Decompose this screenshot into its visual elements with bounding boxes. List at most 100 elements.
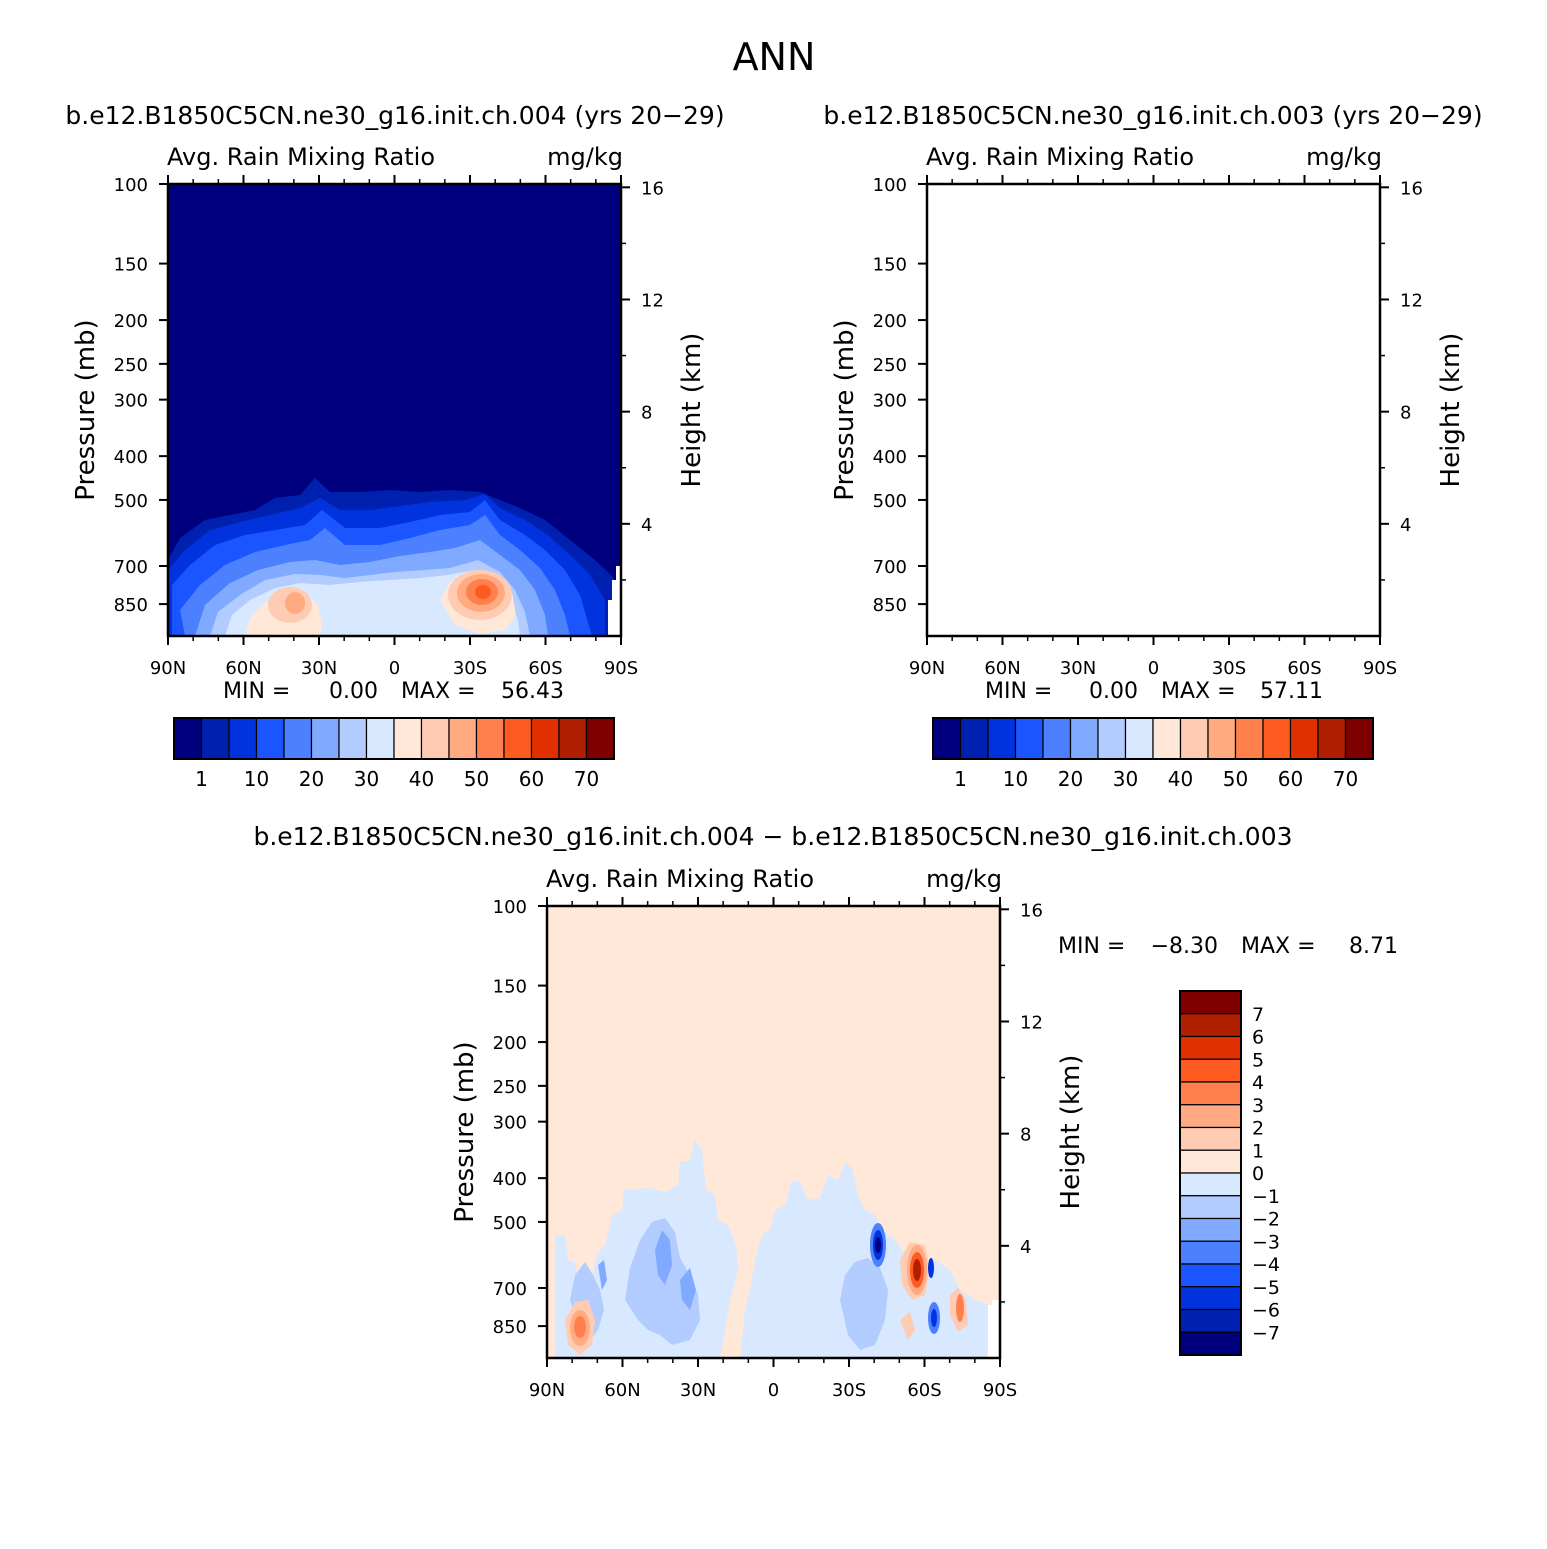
panel-b-colorbar-swatch [1289, 717, 1319, 760]
panel-diff-colorbar-swatch [1179, 1240, 1242, 1265]
panel-a-ytick-right-label: 12 [641, 290, 664, 311]
panel-b-min-label: MIN = [985, 679, 1052, 704]
panel-diff-negative-region-8 [598, 1260, 607, 1290]
panel-b-colorbar-label: 1 [954, 767, 967, 791]
panel-b-units: mg/kg [1306, 143, 1382, 171]
panel-a: b.e12.B1850C5CN.ne30_g16.init.ch.004 (yr… [65, 101, 724, 791]
panel-diff-colorbar-swatch [1179, 1081, 1242, 1106]
panel-diff-colorbar-label: −6 [1252, 1300, 1280, 1322]
panel-a-peak-nh-2 [285, 592, 305, 614]
panel-diff-negative-region-4 [625, 1218, 700, 1345]
panel-b-ytick-label: 100 [873, 175, 907, 196]
panel-diff-colorbar-swatch [1179, 1126, 1242, 1151]
panel-b-colorbar-swatch [987, 717, 1017, 760]
panel-a-colorbar-swatch [420, 717, 450, 760]
panel-b-ytick-right-label: 16 [1400, 178, 1423, 199]
panel-b-peak-sh-2 [1216, 572, 1264, 610]
panel-a-ytick-right-label: 8 [641, 403, 652, 424]
panel-diff-peak-negative-sh-5 [931, 1309, 937, 1327]
panel-diff-colorbar-label: 7 [1252, 1004, 1264, 1026]
panel-b-background [927, 184, 1380, 636]
panel-diff-ytick-right-label: 8 [1020, 1125, 1031, 1146]
panel-b-peak-sh-3 [1225, 577, 1257, 603]
panel-a-colorbar-label: 10 [244, 767, 269, 791]
panel-b-max-value: 57.11 [1260, 679, 1323, 704]
panel-b-colorbar-swatch [1207, 717, 1237, 760]
panel-diff-colorbar-swatch [1179, 1104, 1242, 1129]
panel-a-colorbar-swatch [530, 717, 560, 760]
panel-a-max-label: MAX = [401, 679, 476, 704]
panel-diff-colorbar-swatch [1179, 1286, 1242, 1311]
panel-diff-xtick-label: 90S [983, 1380, 1017, 1401]
panel-diff-ytick-label: 250 [493, 1077, 527, 1098]
panel-diff-colorbar-swatch [1179, 1195, 1242, 1220]
panel-b-colorbar-swatch [1042, 717, 1072, 760]
panel-a-ylabel-right: Height (km) [677, 333, 707, 488]
panel-a-colorbar-label: 1 [195, 767, 208, 791]
panel-b-xtick-label: 60S [1287, 658, 1321, 679]
panel-diff-colorbar-swatch [1179, 1308, 1242, 1333]
panel-a-ground [608, 566, 621, 636]
panel-b-ytick-label: 400 [873, 447, 907, 468]
panel-diff-xtick-label: 90N [529, 1380, 565, 1401]
panel-diff-colorbar-label: 3 [1252, 1095, 1264, 1117]
panel-diff-colorbar-swatch [1179, 1149, 1242, 1174]
panel-diff-ytick-label: 100 [493, 897, 527, 918]
panel-a-title: b.e12.B1850C5CN.ne30_g16.init.ch.004 (yr… [65, 101, 724, 130]
panel-diff-negative-region-7 [680, 1268, 696, 1310]
panel-b-colorbar-swatch [932, 717, 962, 760]
panel-b-peak-sh-4 [1234, 583, 1250, 597]
panel-b-band-3 [931, 498, 1351, 636]
panel-diff-negative-region-5 [840, 1258, 888, 1350]
panel-b-frame [925, 182, 1382, 638]
panel-b-colorbar-swatch [1234, 717, 1264, 760]
panel-a-axes: 90N 60N 30N 0 30S 60S 90S 100 150 200 250 300 400 500… [114, 175, 664, 679]
panel-diff-colorbar-label: 4 [1252, 1072, 1264, 1094]
panel-b-band-1 [927, 480, 1380, 636]
panel-diff-colorbar-label: 1 [1252, 1140, 1264, 1162]
panel-b-colorbar-swatch [1262, 717, 1292, 760]
panel-a-xtick-label: 30N [301, 658, 337, 679]
panel-b-ytick-right-label: 12 [1400, 290, 1423, 311]
panel-diff-ytick-label: 400 [493, 1169, 527, 1190]
panel-a-colorbar-swatch [558, 717, 588, 760]
panel-b-ytick-label: 150 [873, 255, 907, 276]
panel-b-colorbar-label: 60 [1278, 767, 1303, 791]
panel-a-units: mg/kg [547, 143, 623, 171]
panel-a-peak-sh-4 [475, 585, 491, 599]
panel-a-ytick-label: 700 [114, 557, 148, 578]
panel-a-ylabel: Pressure (mb) [71, 319, 101, 500]
panel-diff-negative-region-6 [655, 1230, 672, 1285]
panel-b-colorbar-swatch [1124, 717, 1154, 760]
panel-a-min-value: 0.00 [329, 679, 378, 704]
panel-diff-colorbar-swatch [1179, 1013, 1242, 1038]
panel-a-colorbar: 1 10 20 30 40 50 60 70 [173, 717, 615, 791]
panel-b-colorbar-swatch [1152, 717, 1182, 760]
panel-b-band-7 [984, 568, 1279, 636]
panel-diff-ytick-label: 500 [493, 1213, 527, 1234]
panel-diff-colorbar-swatch [1179, 1035, 1242, 1060]
panel-diff-colorbar-frame [1179, 990, 1242, 1356]
panel-a-colorbar-swatch [503, 717, 533, 760]
panel-a-colorbar-swatch [283, 717, 313, 760]
panel-b-colorbar-label: 10 [1003, 767, 1028, 791]
panel-a-ytick-right-label: 4 [641, 515, 652, 536]
panel-diff-xtick-label: 0 [768, 1380, 779, 1401]
panel-b-xtick-label: 0 [1148, 658, 1159, 679]
panel-a-colorbar-swatch [475, 717, 505, 760]
panel-a-xtick-label: 30S [453, 658, 487, 679]
panel-a-colorbar-label: 50 [464, 767, 489, 791]
panel-diff-field [547, 906, 1000, 1358]
panel-b-xtick-label: 60N [984, 658, 1020, 679]
panel-b-colorbar-swatch [959, 717, 989, 760]
panel-a-field [168, 184, 621, 636]
panel-b-ytick-label: 850 [873, 595, 907, 616]
panel-b-colorbar-label: 20 [1058, 767, 1083, 791]
panel-diff-xtick-label: 30N [680, 1380, 716, 1401]
panel-a-colorbar-swatch [365, 717, 395, 760]
panel-diff-colorbar-label: 0 [1252, 1163, 1264, 1185]
panel-diff-colorbar-swatch [1179, 1331, 1242, 1356]
